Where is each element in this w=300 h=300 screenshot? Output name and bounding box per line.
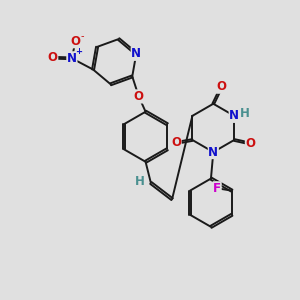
Text: N: N	[67, 52, 77, 65]
Text: O: O	[70, 35, 80, 48]
Text: O: O	[48, 51, 58, 64]
Text: O: O	[171, 136, 181, 149]
Text: N: N	[229, 109, 239, 122]
Text: -: -	[80, 31, 84, 41]
Text: H: H	[135, 175, 145, 188]
Text: F: F	[213, 182, 221, 195]
Text: H: H	[240, 107, 250, 120]
Text: O: O	[217, 80, 226, 93]
Text: N: N	[131, 47, 141, 60]
Text: O: O	[134, 90, 144, 103]
Text: N: N	[208, 146, 218, 159]
Text: +: +	[75, 47, 82, 56]
Text: O: O	[245, 137, 255, 150]
